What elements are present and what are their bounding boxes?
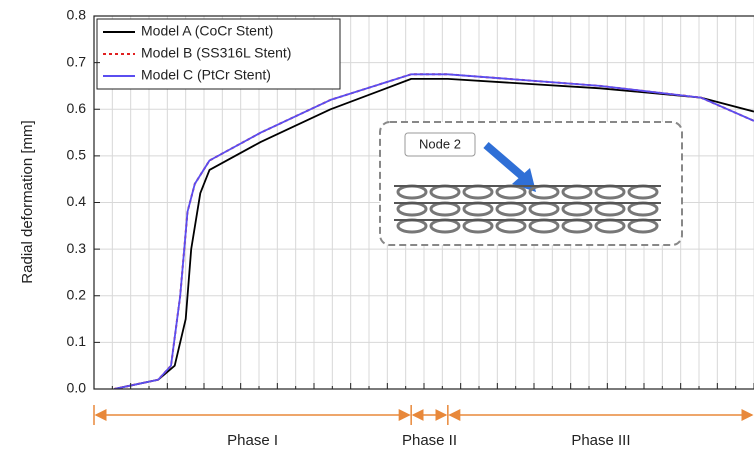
y-tick-label: 0.8 [67,7,87,23]
chart: Node 2 Radial deformation [mm] Model A (… [0,0,754,458]
y-tick-label: 0.4 [67,193,87,209]
legend-label: Model C (PtCr Stent) [141,67,271,83]
legend-label: Model B (SS316L Stent) [141,45,291,61]
y-tick-label: 0.3 [67,240,87,256]
inset-label: Node 2 [419,136,461,151]
inset: Node 2 [380,122,682,245]
y-axis-label: Radial deformation [mm] [19,120,36,283]
phase-label: Phase I [227,432,278,449]
y-tick-label: 0.6 [67,100,87,116]
y-tick-label: 0.7 [67,53,87,69]
phase-label: Phase III [571,432,630,449]
y-tick-label: 0.2 [67,286,87,302]
y-tick-label: 0.1 [67,333,87,349]
legend: Model A (CoCr Stent) Model B (SS316L Sten… [97,19,340,89]
page: Node 2 Radial deformation [mm] Model A (… [0,0,754,458]
legend-label: Model A (CoCr Stent) [141,23,273,39]
y-tick-label: 0.0 [67,380,87,396]
phase-label: Phase II [402,432,457,449]
y-tick-label: 0.5 [67,147,87,163]
